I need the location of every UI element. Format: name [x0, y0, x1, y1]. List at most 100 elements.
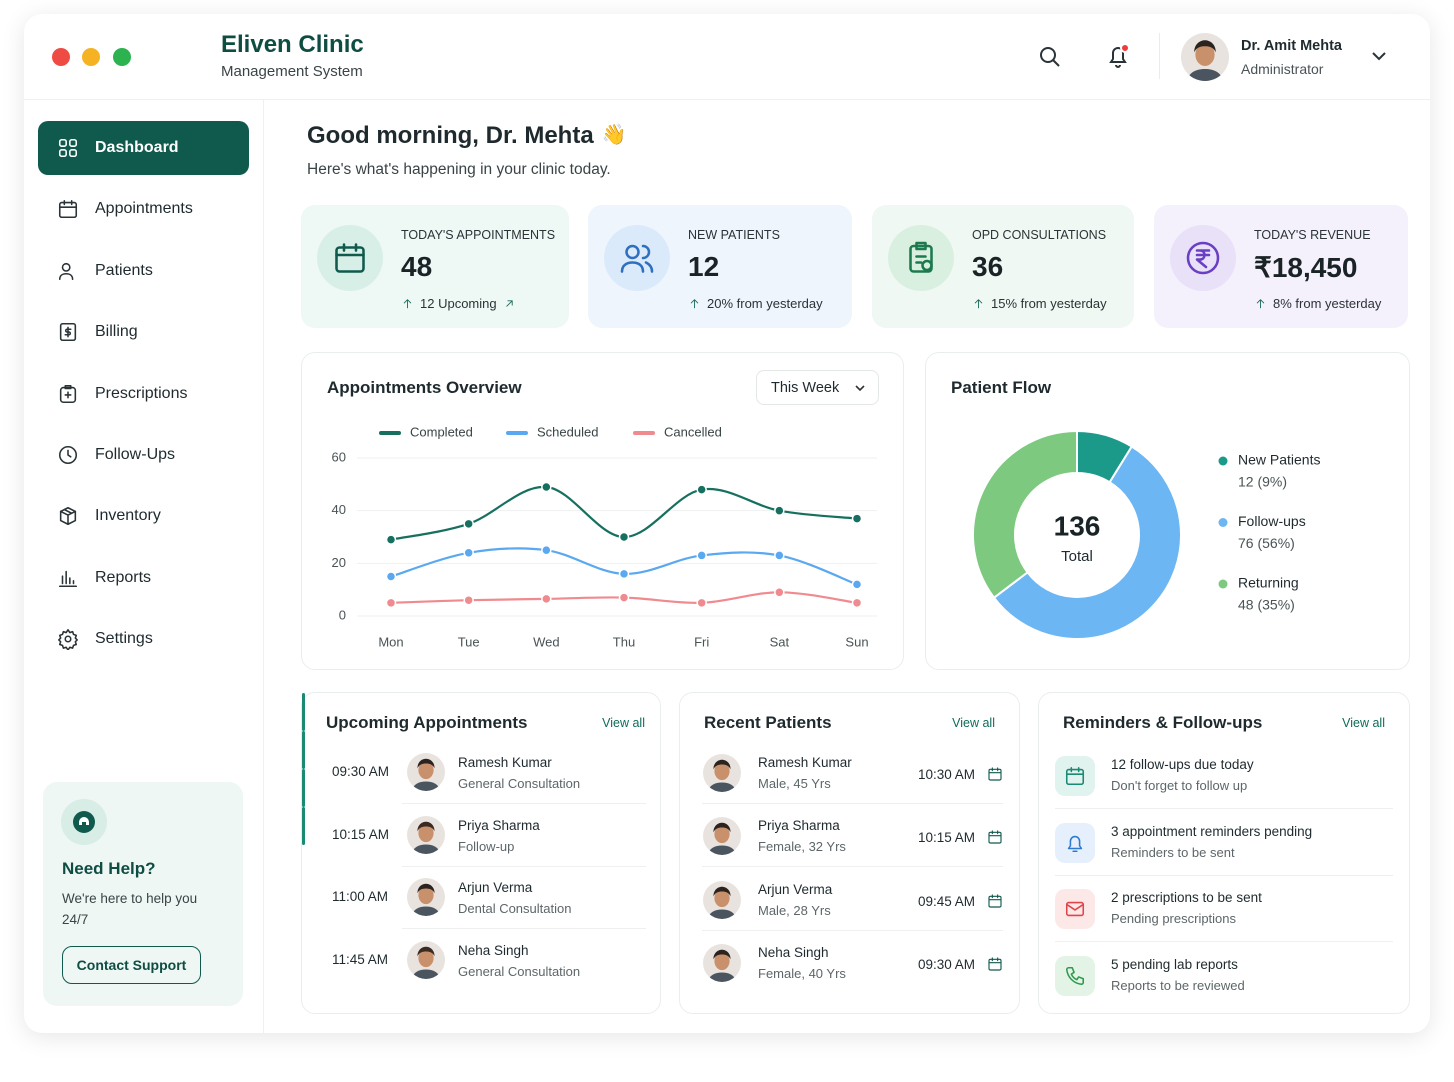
icon-part — [690, 299, 699, 309]
header-separator — [1159, 33, 1160, 79]
icon-part — [1194, 40, 1216, 53]
reminder-icon — [1055, 756, 1095, 796]
stat-note-text: 12 Upcoming — [420, 296, 497, 311]
patient-info: Male, 28 Yrs — [758, 902, 831, 918]
reminder-subtitle: Pending prescriptions — [1111, 911, 1237, 927]
icon — [58, 262, 74, 280]
visit-time: 09:30 AM — [917, 956, 975, 972]
avatar — [703, 943, 741, 982]
icon-part — [855, 384, 865, 391]
nav-item[interactable]: Follow-Ups — [38, 428, 249, 482]
data-point — [774, 550, 785, 561]
icon-part — [335, 243, 365, 257]
appointment-type: Follow-up — [458, 838, 515, 854]
donut-chart: New Patients 12 (9%) Follow-ups 76 (56%) Ret… — [972, 429, 1320, 640]
icon-part — [417, 821, 435, 831]
icon-part — [1065, 766, 1085, 775]
legend-label: Follow-ups — [1238, 513, 1306, 529]
view-all-link[interactable]: View all — [1342, 716, 1385, 730]
patient-info: Female, 32 Yrs — [758, 839, 846, 855]
icon-part — [988, 832, 1002, 844]
icon-part — [703, 880, 741, 919]
patient-name: Neha Singh — [758, 944, 829, 960]
icon — [620, 244, 654, 273]
reminder-title: 3 appointment reminders pending — [1111, 823, 1313, 839]
help-text: We're here to help you 24/7 — [62, 891, 198, 927]
time-accent — [302, 807, 305, 845]
icon — [58, 570, 78, 587]
icon-part — [1040, 47, 1056, 63]
icon-part — [1115, 64, 1121, 68]
nav-label: Reports — [95, 568, 152, 586]
donut-segment — [972, 429, 1078, 600]
x-tick-label: Mon — [378, 634, 403, 649]
card-title: Recent Patients — [704, 713, 832, 732]
stat-note: 8% from yesterday — [1254, 296, 1381, 311]
stat-note-text: 8% from yesterday — [1273, 296, 1382, 311]
data-point — [696, 550, 707, 561]
icon-part — [61, 262, 71, 272]
reminder-icon — [1055, 956, 1095, 997]
data-point — [696, 597, 707, 609]
icon-part — [58, 445, 78, 465]
nav-label: Prescriptions — [95, 384, 188, 402]
nav-item[interactable]: Reports — [38, 551, 249, 605]
sidebar-divider — [263, 100, 264, 1033]
icon — [988, 894, 1002, 908]
icon-part — [407, 753, 445, 791]
nav-item[interactable]: Settings — [38, 612, 249, 666]
icon-part — [915, 241, 927, 264]
icon-part — [1067, 835, 1083, 849]
visit-time: 10:30 AM — [917, 767, 975, 782]
nav-label: Follow-Ups — [95, 446, 176, 463]
legend-value: 12 (9%) — [1238, 474, 1287, 490]
nav-item[interactable]: Patients — [38, 244, 249, 298]
icon-part — [714, 951, 730, 971]
data-point — [851, 597, 863, 609]
icon — [335, 243, 365, 273]
view-all-link[interactable]: View all — [602, 716, 645, 730]
stat-note-text: 15% from yesterday — [991, 296, 1107, 311]
period-dropdown[interactable]: This Week — [756, 370, 879, 405]
stat-label: TODAY'S APPOINTMENTS — [401, 228, 556, 242]
reminder-subtitle: Reminders to be sent — [1111, 844, 1235, 860]
icon-part — [921, 259, 933, 272]
stat-label: TODAY'S REVENUE — [1254, 228, 1371, 242]
icon-part — [988, 895, 1002, 908]
patient-name: Neha Singh — [458, 942, 529, 958]
data-point — [463, 594, 474, 606]
nav-item[interactable]: Appointments — [38, 182, 249, 236]
donut-total: 136 — [1054, 510, 1101, 541]
patient-name: Priya Sharma — [458, 817, 540, 833]
card-title: Upcoming Appointments — [326, 713, 528, 732]
view-all-link[interactable]: View all — [952, 716, 995, 730]
row-divider — [702, 929, 1003, 931]
icon-part — [974, 299, 983, 309]
nav-label: Inventory — [95, 507, 161, 525]
icon — [1256, 299, 1265, 309]
icon-part — [59, 323, 77, 342]
nav-label: Patients — [95, 261, 153, 279]
nav-item[interactable]: Dashboard — [38, 121, 249, 175]
nav-item[interactable]: Prescriptions — [38, 367, 249, 421]
icon-part — [713, 822, 731, 833]
icon-part — [1372, 52, 1386, 61]
user-menu-toggle[interactable] — [1370, 49, 1388, 63]
icon-part — [1120, 43, 1130, 53]
icon — [988, 830, 1002, 844]
search-button[interactable] — [1038, 45, 1062, 69]
notifications-button[interactable] — [1104, 41, 1134, 71]
reminder-subtitle: Reports to be reviewed — [1111, 978, 1245, 994]
series-line — [390, 485, 858, 541]
row-divider — [1055, 941, 1393, 943]
icon-part — [988, 958, 1002, 971]
maximize-dot — [113, 48, 131, 66]
appointment-time: 11:45 AM — [332, 951, 389, 967]
nav-item[interactable]: Billing — [38, 305, 249, 359]
visit-time: 10:15 AM — [917, 830, 975, 846]
nav-item[interactable]: Inventory — [38, 489, 249, 543]
reminder-title: 12 follow-ups due today — [1111, 757, 1254, 772]
contact-support-button[interactable]: Contact Support — [62, 946, 201, 984]
time-accent — [302, 693, 305, 731]
icon — [909, 241, 933, 273]
